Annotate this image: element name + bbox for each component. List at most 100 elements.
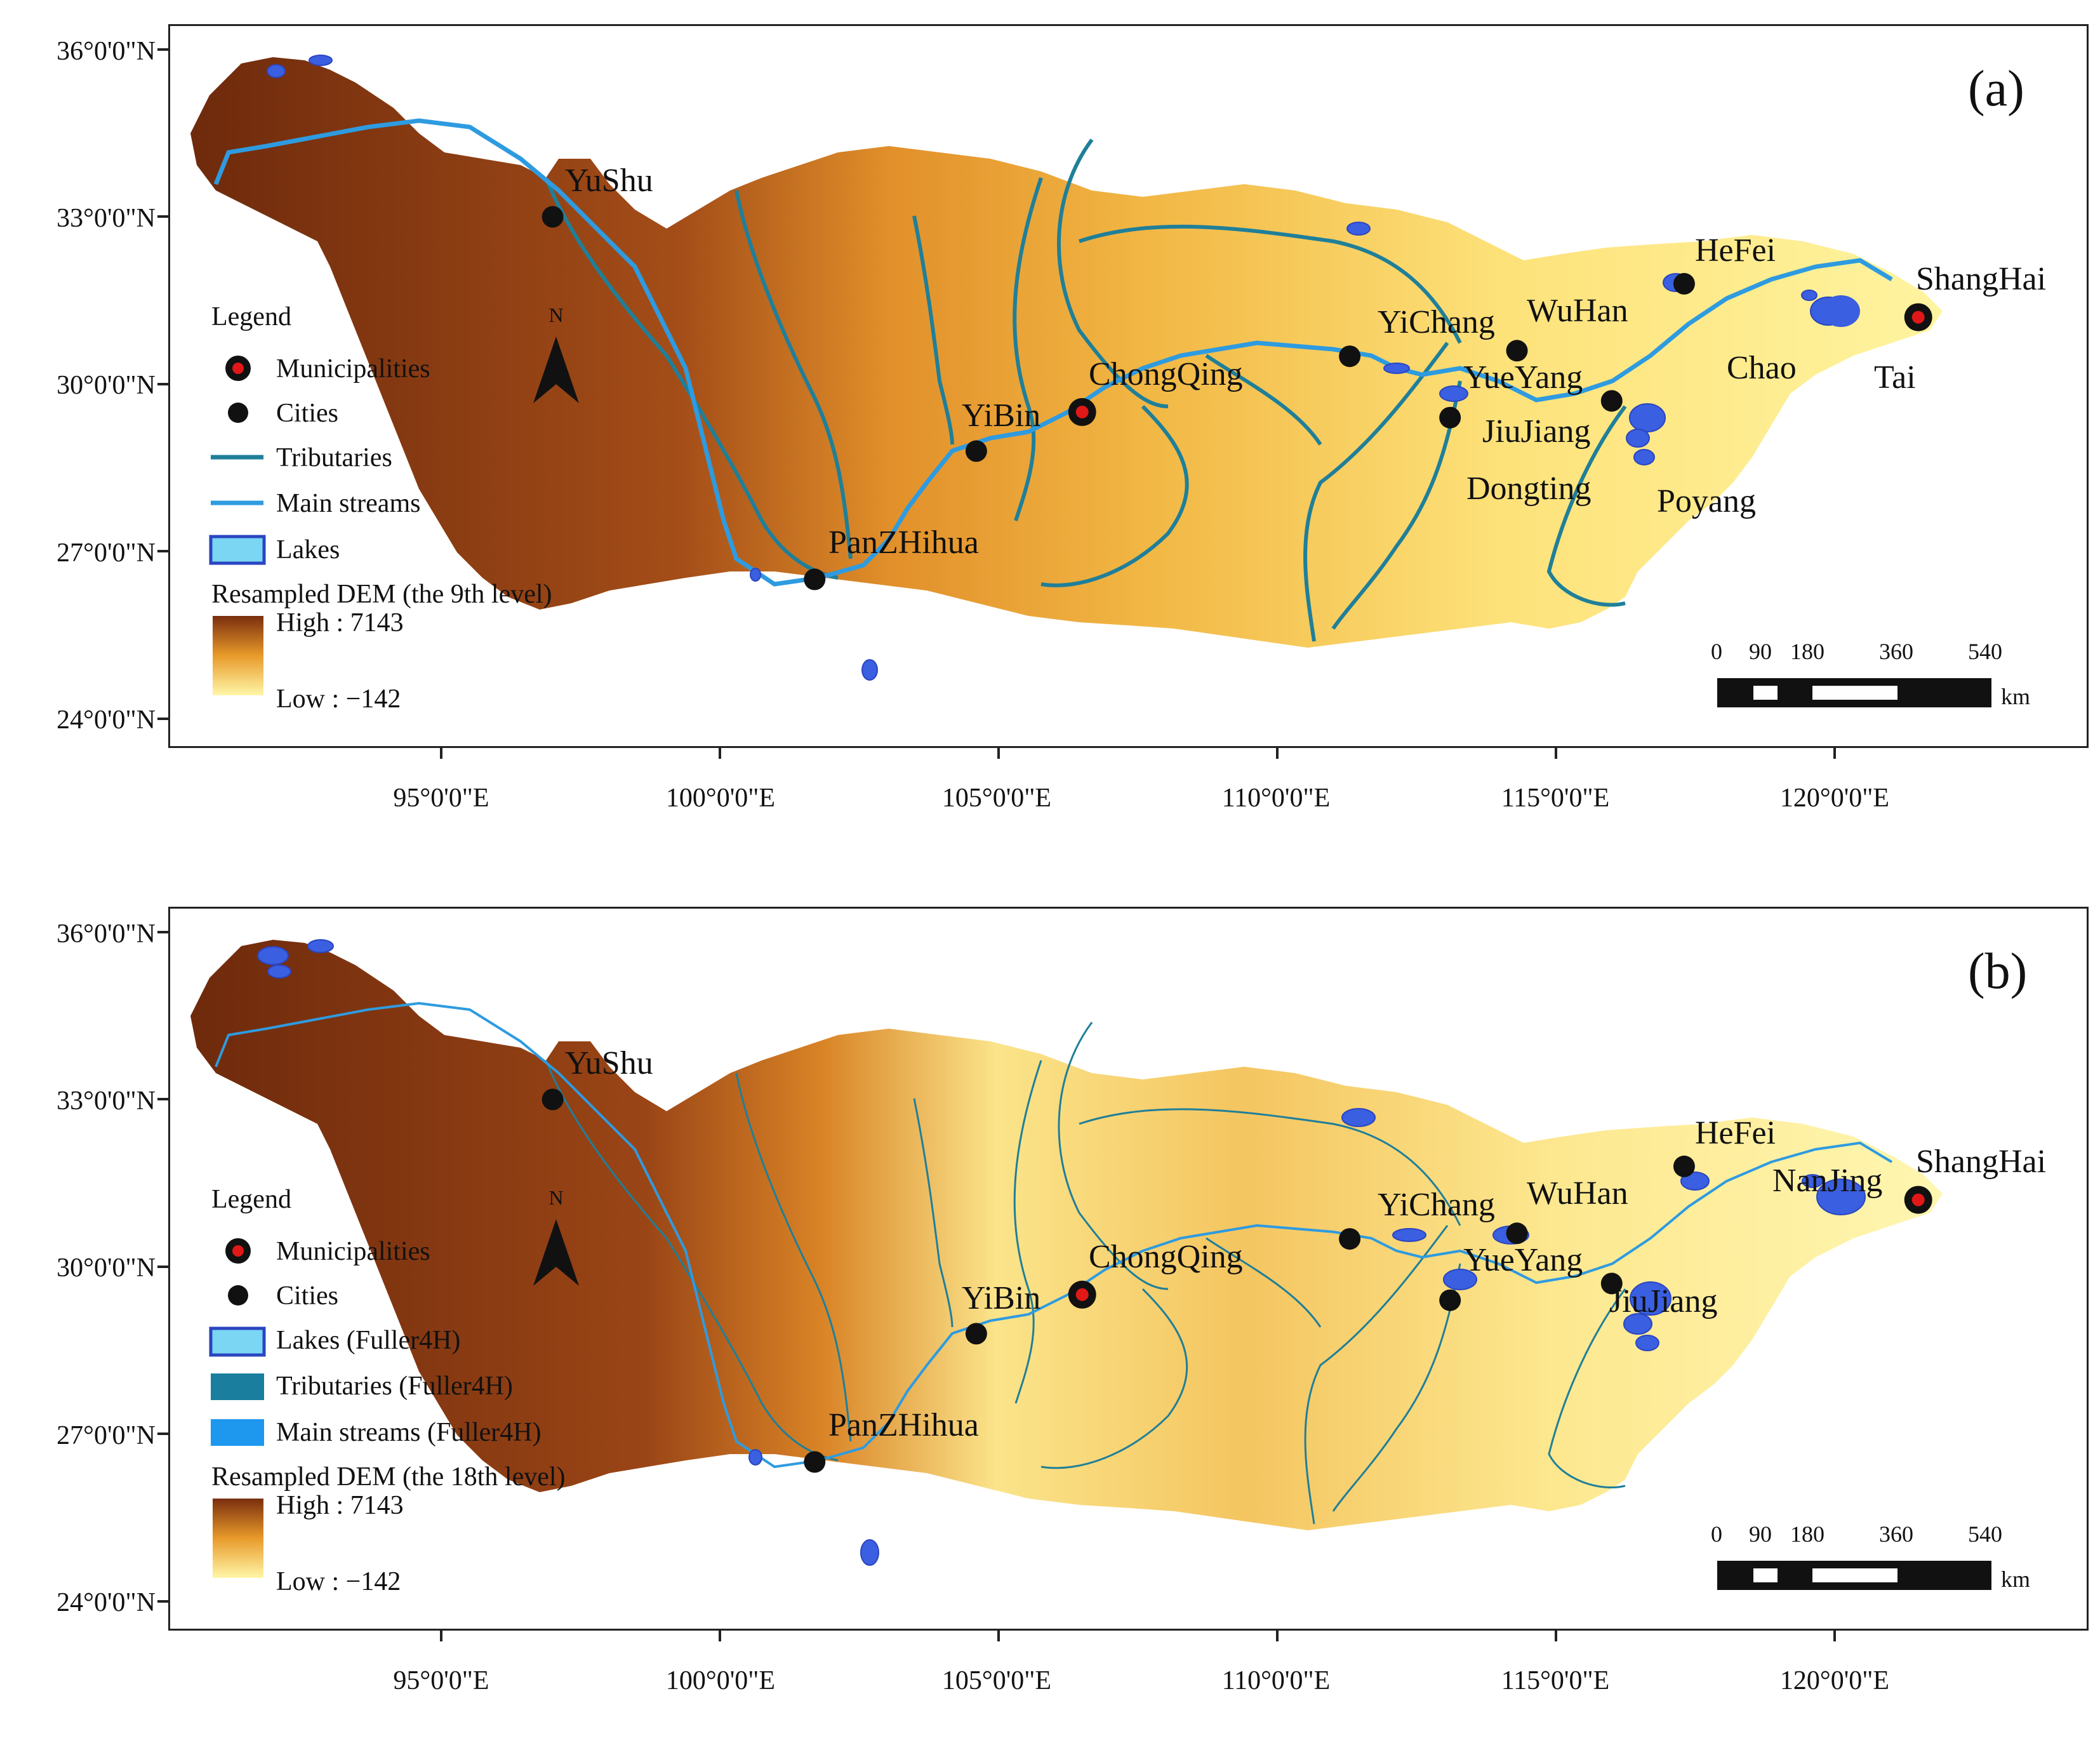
x-tick-0-b [440, 1629, 442, 1641]
x-tick-0-a [440, 746, 442, 759]
x-label-105e-b: 105°0'0"E [941, 1666, 1052, 1695]
panel-b: 36°0'0"N 33°0'0"N 30°0'0"N 27°0'0"N 24°0… [0, 883, 2100, 1743]
map-frame-b [168, 907, 2089, 1631]
scale-unit-a: km [2001, 684, 2031, 709]
municipality-core-shanghai-a [1911, 311, 1925, 324]
city-label-wuhan-b: WuHan [1527, 1175, 1628, 1212]
main-stream-b [215, 1001, 1893, 1469]
north-arrow-b [533, 1219, 579, 1286]
x-tick-3-a [1276, 746, 1279, 759]
legend-item-tributaries-a: Tributaries [276, 443, 392, 472]
lake-label-dongting-a: Dongting [1466, 471, 1592, 507]
y-tick-2-b [157, 1266, 170, 1268]
x-tick-4-a [1555, 746, 1557, 759]
y-label-30n-a: 30°0'0"N [56, 371, 156, 400]
scale-tick-180-b: 180 [1790, 1521, 1824, 1547]
legend-item-municipalities-a: Municipalities [276, 354, 430, 384]
city-label-jiujiang-b: JiuJiang [1609, 1283, 1718, 1319]
dem-low-a: Low : −142 [276, 685, 401, 714]
dem-high-a: High : 7143 [276, 608, 404, 638]
x-tick-2-b [997, 1629, 1000, 1641]
panel-label-a: (a) [1968, 61, 2024, 117]
x-tick-5-a [1833, 746, 1836, 759]
map-a-svg [190, 55, 1991, 707]
scale-tick-540-b: 540 [1968, 1521, 2002, 1547]
city-marker-yichang-b [1339, 1228, 1361, 1250]
city-marker-yibin-a [965, 440, 987, 462]
lake-label-poyang-a: Poyang [1657, 483, 1756, 519]
scale-tick-90-a: 90 [1749, 639, 1772, 664]
y-label-27n-a: 27°0'0"N [56, 538, 156, 568]
city-marker-wuhan-b [1506, 1222, 1528, 1245]
lake-label-tai-a: Tai [1874, 359, 1916, 396]
city-label-nanjing-b: NanJing [1772, 1163, 1883, 1199]
scale-tick-540-a: 540 [1968, 639, 2002, 664]
x-tick-3-b [1276, 1629, 1279, 1641]
city-label-shanghai-b: ShangHai [1916, 1144, 2047, 1180]
y-label-33n-a: 33°0'0"N [56, 204, 156, 233]
legend-title-a: Legend [211, 302, 291, 331]
city-marker-yichang-a [1339, 345, 1361, 368]
y-tick-2-a [157, 383, 170, 385]
city-marker-panzhihua-a [804, 568, 826, 591]
x-tick-2-a [997, 746, 1000, 759]
dem-low-b: Low : −142 [276, 1567, 401, 1596]
dem-title-b: Resampled DEM (the 18th level) [211, 1462, 566, 1492]
main-stream-a [213, 118, 1893, 587]
city-marker-hefei-a [1673, 272, 1695, 295]
city-label-yueyang-a: YueYang [1463, 359, 1583, 396]
city-marker-yushu-a [542, 206, 564, 228]
legend-symbols-b [209, 1238, 266, 1446]
y-tick-3-b [157, 1432, 170, 1435]
legend-item-main-streams-a: Main streams [276, 489, 421, 518]
scale-bar-a [1717, 678, 1991, 707]
legend-item-cities-a: Cities [276, 399, 339, 428]
x-label-100e-a: 100°0'0"E [665, 784, 776, 813]
y-label-30n-b: 30°0'0"N [56, 1253, 156, 1283]
north-arrow-a [533, 337, 579, 403]
city-label-shanghai-a: ShangHai [1916, 261, 2047, 297]
legend-symbols-a [209, 356, 266, 565]
panel-a: 36°0'0"N 33°0'0"N 30°0'0"N 27°0'0"N 24°0… [0, 0, 2100, 860]
city-label-yibin-b: YiBin [962, 1280, 1041, 1316]
city-label-hefei-b: HeFei [1695, 1115, 1776, 1151]
y-tick-3-a [157, 550, 170, 552]
municipality-core-chongqing-a [1075, 405, 1089, 418]
panel-label-b: (b) [1968, 944, 2028, 999]
city-label-wuhan-a: WuHan [1527, 293, 1628, 329]
city-label-panzhihua-a: PanZHihua [828, 524, 979, 561]
x-label-120e-b: 120°0'0"E [1779, 1666, 1890, 1695]
scale-unit-b: km [2001, 1566, 2031, 1592]
city-label-yichang-a: YiChang [1378, 304, 1495, 340]
tributaries-b [545, 1022, 1626, 1525]
y-tick-4-b [157, 1600, 170, 1603]
legend-item-main-streams-b: Main streams (Fuller4H) [276, 1418, 542, 1447]
city-label-jiujiang-a: JiuJiang [1482, 413, 1591, 450]
lake-chao-a [1822, 295, 1860, 327]
city-label-yushu-b: YuShu [565, 1045, 653, 1081]
city-marker-panzhihua-b [804, 1451, 826, 1473]
x-label-100e-b: 100°0'0"E [665, 1666, 776, 1695]
x-label-120e-a: 120°0'0"E [1779, 784, 1890, 813]
y-tick-4-a [157, 718, 170, 720]
y-tick-1-a [157, 215, 170, 218]
city-label-panzhihua-b: PanZHihua [828, 1407, 979, 1443]
x-tick-4-b [1555, 1629, 1557, 1641]
y-label-24n-b: 24°0'0"N [56, 1588, 156, 1617]
city-marker-yueyang-b [1439, 1289, 1461, 1311]
city-marker-jiujiang-b [1600, 1272, 1623, 1295]
scale-tick-90-b: 90 [1749, 1521, 1772, 1547]
tributaries-a [544, 138, 1627, 642]
scale-tick-180-a: 180 [1790, 639, 1824, 664]
city-markers-b [542, 1088, 1932, 1473]
legend-item-tributaries-b: Tributaries (Fuller4H) [276, 1372, 513, 1401]
map-frame-a [168, 24, 2089, 748]
x-label-115e-a: 115°0'0"E [1501, 784, 1610, 813]
x-label-105e-a: 105°0'0"E [941, 784, 1052, 813]
legend-item-municipalities-b: Municipalities [276, 1237, 430, 1266]
lakes-b [257, 939, 1866, 1566]
scale-tick-360-a: 360 [1879, 639, 1913, 664]
city-markers-a [542, 206, 1932, 591]
x-label-95e-a: 95°0'0"E [393, 784, 489, 813]
scale-tick-360-b: 360 [1879, 1521, 1913, 1547]
